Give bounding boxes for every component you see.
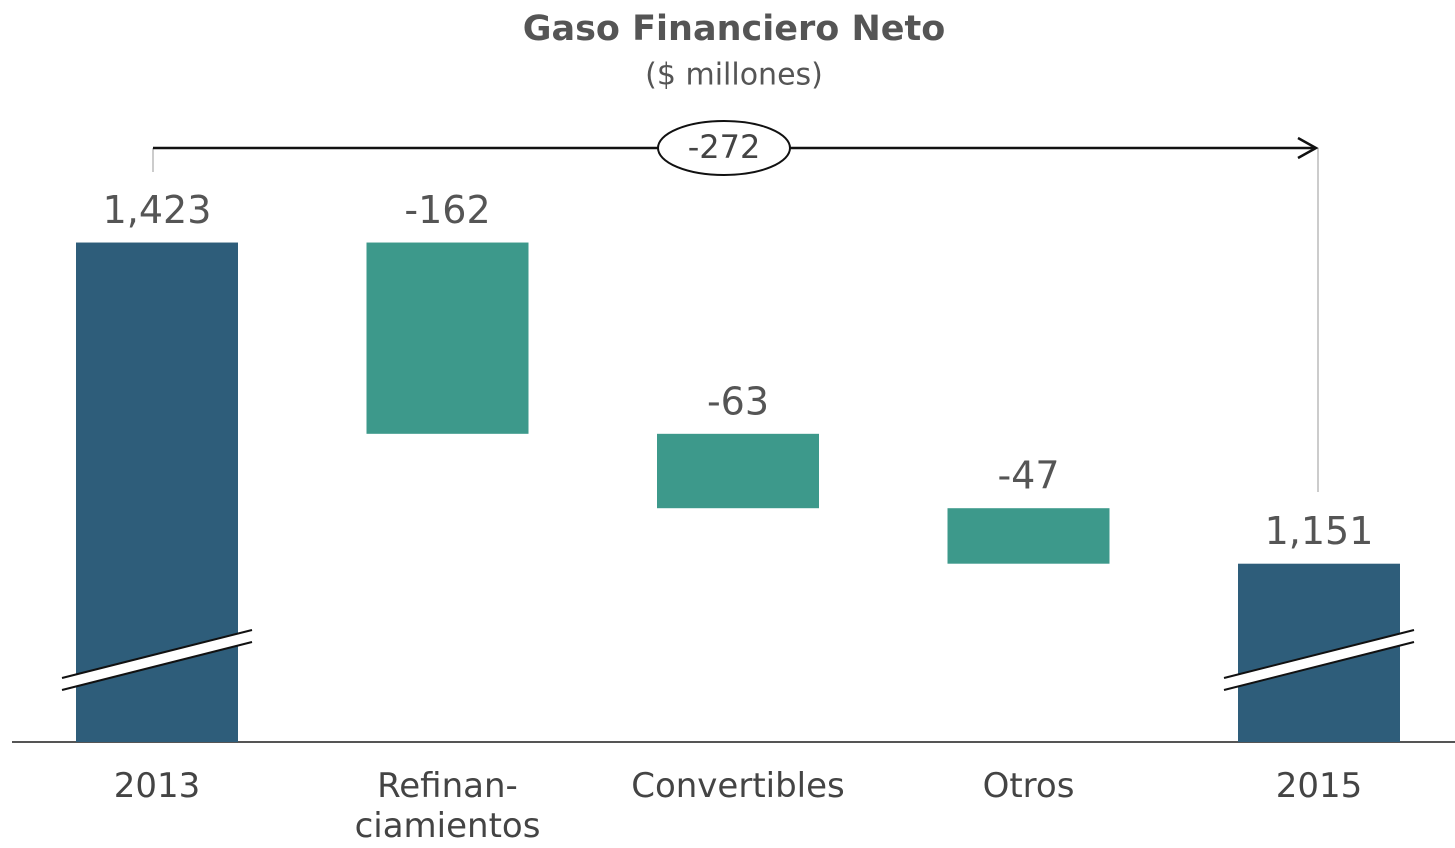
bar [947, 508, 1110, 564]
x-tick-label: 2013 [113, 766, 201, 806]
axis-break-line [1223, 641, 1415, 691]
arrow-head [1297, 136, 1319, 160]
x-tick-label: Refinan- ciamientos [354, 766, 541, 846]
chart-title: Gaso Financiero Neto [523, 9, 946, 49]
x-tick-label: Otros [982, 766, 1075, 806]
axis-break-line [61, 641, 253, 691]
axis-break-line [1223, 629, 1415, 679]
axis-break [62, 630, 252, 690]
data-label: -63 [707, 379, 769, 423]
annotation: -272 [688, 128, 761, 166]
axis-break-line [61, 629, 253, 679]
x-tick-label: 2015 [1275, 766, 1363, 806]
annotation-ellipse [657, 120, 791, 176]
data-label: 1,423 [103, 188, 212, 232]
data-label: -162 [404, 188, 490, 232]
x-tick-label: Convertibles [631, 766, 845, 806]
data-label: -47 [997, 454, 1059, 498]
bar [366, 242, 529, 434]
bar [657, 433, 819, 509]
data-label: 1,151 [1265, 509, 1374, 553]
chart-subtitle: ($ millones) [645, 58, 823, 93]
bar [76, 242, 238, 743]
axis-break [1224, 630, 1414, 690]
bar [1238, 563, 1400, 742]
